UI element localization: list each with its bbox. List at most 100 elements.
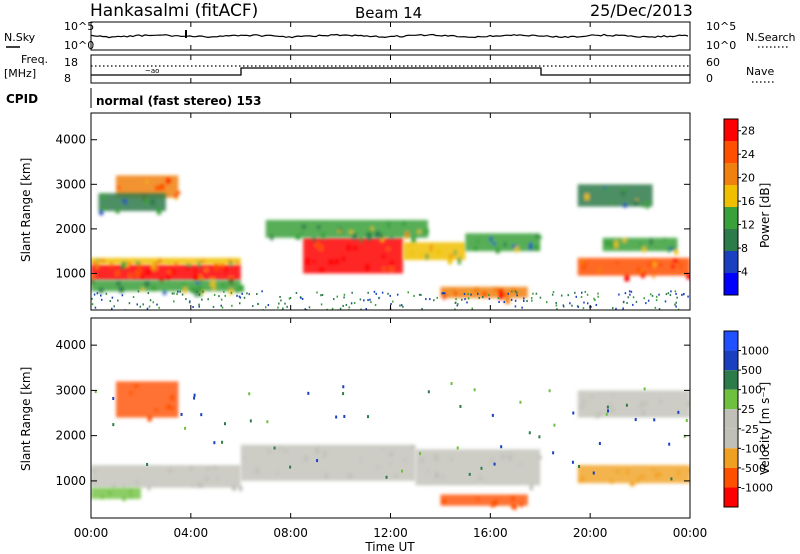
power-region — [577, 184, 653, 209]
velocity-speckle — [581, 476, 585, 482]
velocity-speckle — [231, 485, 237, 491]
power-noise-speckle — [418, 293, 421, 296]
velocity-colorbar-swatch — [724, 370, 738, 390]
power-speckle — [476, 240, 480, 243]
power-speckle — [411, 250, 414, 256]
power-speckle — [515, 246, 519, 253]
power-noise-speckle — [457, 303, 459, 306]
power-speckle — [633, 200, 638, 207]
power-noise-speckle — [111, 307, 113, 310]
power-noise-speckle — [363, 299, 365, 302]
velocity-speckle — [636, 477, 639, 484]
velocity-speckle — [166, 404, 172, 410]
power-speckle — [425, 228, 429, 235]
power-noise-speckle — [429, 298, 431, 301]
power-speckle — [492, 242, 497, 245]
power-noise-speckle — [467, 292, 469, 295]
power-noise-speckle — [582, 307, 585, 310]
power-speckle — [154, 262, 158, 267]
power-noise-speckle — [586, 293, 589, 296]
power-noise-speckle — [455, 301, 457, 304]
power-noise-speckle — [128, 302, 131, 305]
velocity-speckle — [238, 485, 243, 492]
power-noise-speckle — [425, 298, 427, 301]
velocity-speckle — [629, 482, 635, 487]
power-speckle — [193, 268, 197, 273]
power-noise-speckle — [289, 296, 292, 299]
power-speckle — [221, 283, 226, 288]
power-colorbar-swatch — [724, 229, 738, 251]
power-noise-speckle — [456, 304, 459, 307]
power-y-label: Slant Range [km] — [19, 158, 33, 262]
y-tick-label: 4000 — [55, 338, 86, 352]
cpid-program: normal (fast stereo) 153 — [96, 94, 262, 108]
power-noise-speckle — [177, 290, 179, 293]
power-noise-speckle — [261, 290, 263, 293]
velocity-speckle — [598, 412, 603, 415]
velocity-colorbar-tick-label: 25 — [741, 403, 755, 416]
x-tick-label: 20:00 — [573, 526, 608, 540]
power-speckle — [529, 242, 533, 250]
y-tick-label: 2000 — [55, 222, 86, 236]
velocity-noise-speckle — [553, 423, 556, 427]
y-tick-label: 1000 — [55, 474, 86, 488]
power-speckle — [210, 281, 215, 287]
power-speckle — [100, 196, 105, 200]
freq-right-tick-bottom: 0 — [706, 72, 713, 85]
power-speckle — [235, 289, 239, 293]
velocity-noise-speckle — [519, 400, 522, 404]
power-noise-speckle — [647, 299, 650, 302]
velocity-speckle — [304, 455, 308, 462]
power-noise-speckle — [370, 301, 372, 304]
power-noise-speckle — [521, 306, 523, 309]
power-speckle — [390, 260, 394, 265]
power-speckle — [117, 185, 121, 190]
velocity-speckle — [492, 500, 496, 507]
power-colorbar-tick-label: 20 — [741, 172, 755, 185]
velocity-speckle — [212, 465, 218, 469]
velocity-speckle — [135, 479, 139, 486]
velocity-colorbar-label: Velocity [m s⁻¹] — [758, 382, 772, 475]
x-tick-label: 04:00 — [174, 526, 209, 540]
power-noise-speckle — [626, 302, 628, 305]
power-colorbar-swatch — [724, 185, 738, 207]
velocity-speckle — [652, 467, 655, 471]
power-speckle — [454, 250, 457, 256]
power-speckle — [502, 293, 508, 297]
velocity-speckle — [687, 400, 690, 406]
power-noise-speckle — [545, 301, 548, 304]
power-speckle — [405, 231, 409, 238]
noise-right-tick-top: 10^5 — [706, 20, 736, 33]
power-noise-speckle — [651, 294, 654, 297]
power-noise-speckle — [667, 292, 670, 295]
power-speckle — [408, 243, 411, 247]
power-region-core — [115, 175, 179, 198]
velocity-speckle — [383, 448, 386, 451]
velocity-noise-speckle — [146, 462, 149, 466]
power-noise-speckle — [100, 298, 103, 301]
power-noise-speckle — [467, 297, 470, 300]
y-tick-label: 4000 — [55, 133, 86, 147]
velocity-noise-speckle — [473, 388, 476, 392]
power-colorbar-ticks: 4 8 12 16 20 24 28 — [738, 125, 755, 279]
power-noise-speckle — [100, 294, 102, 297]
velocity-speckle — [450, 456, 453, 462]
power-noise-speckle — [481, 296, 484, 299]
power-speckle — [437, 249, 441, 255]
velocity-panel-frame — [90, 317, 691, 519]
power-region — [440, 286, 528, 304]
power-speckle — [115, 208, 120, 214]
y-tick-label: 1000 — [55, 266, 86, 280]
power-speckle — [425, 253, 429, 260]
power-speckle — [96, 258, 99, 262]
power-speckle — [169, 179, 172, 183]
velocity-speckle — [640, 474, 645, 480]
power-speckle — [174, 263, 178, 266]
power-noise-speckle — [584, 290, 587, 293]
freq-left-tick-top: 18 — [64, 56, 78, 69]
power-speckle — [584, 193, 589, 200]
power-noise-speckle — [396, 293, 399, 296]
power-speckle — [312, 260, 316, 263]
power-region — [91, 257, 241, 271]
velocity-speckle — [608, 404, 613, 408]
